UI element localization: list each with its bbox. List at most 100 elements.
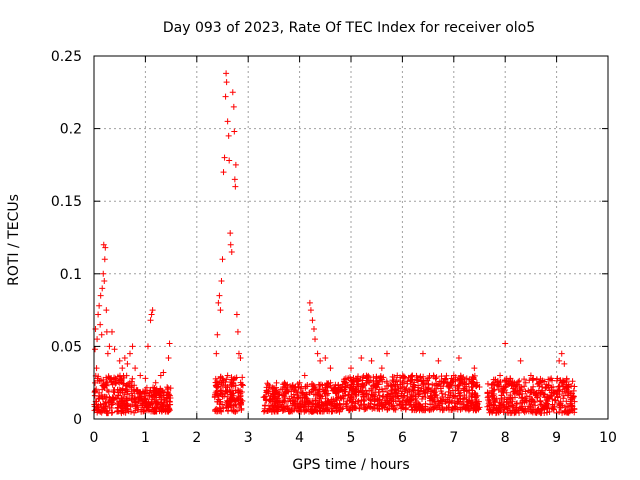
chart-title: Day 093 of 2023, Rate Of TEC Index for r…	[163, 20, 535, 36]
data-point	[334, 407, 341, 414]
data-point	[486, 397, 493, 404]
data-point	[232, 161, 239, 168]
data-point	[92, 387, 99, 394]
data-point	[341, 388, 348, 395]
data-point	[160, 369, 167, 376]
data-point	[507, 399, 514, 406]
data-point	[435, 357, 442, 364]
data-point	[355, 377, 362, 384]
data-point	[459, 396, 466, 403]
data-point	[92, 346, 99, 353]
data-point	[421, 390, 428, 397]
data-point	[490, 407, 497, 414]
data-point	[401, 392, 408, 399]
data-point	[536, 409, 543, 416]
data-point	[111, 346, 118, 353]
data-point	[100, 241, 107, 248]
data-point	[167, 401, 174, 408]
data-point	[503, 389, 510, 396]
data-point	[472, 394, 479, 401]
data-point	[220, 169, 227, 176]
data-point	[100, 383, 107, 390]
data-point	[389, 377, 396, 384]
data-point	[129, 392, 136, 399]
data-point	[548, 386, 555, 393]
data-point	[317, 404, 324, 411]
data-point	[283, 387, 290, 394]
data-point	[534, 394, 541, 401]
data-point	[224, 372, 231, 379]
data-point	[276, 389, 283, 396]
data-point	[522, 379, 529, 386]
data-point	[486, 406, 493, 413]
data-point	[128, 408, 135, 415]
data-point	[490, 387, 497, 394]
data-point	[519, 399, 526, 406]
data-point	[239, 374, 246, 381]
data-point	[324, 408, 331, 415]
data-point	[151, 407, 158, 414]
data-point	[219, 256, 226, 263]
data-point	[140, 408, 147, 415]
data-point	[323, 402, 330, 409]
data-point	[455, 355, 462, 362]
data-point	[368, 397, 375, 404]
data-point	[219, 382, 226, 389]
data-point	[148, 311, 155, 318]
data-point	[97, 292, 104, 299]
data-point	[440, 379, 447, 386]
data-point	[456, 377, 463, 384]
data-point	[279, 392, 286, 399]
data-point	[224, 388, 231, 395]
data-point	[416, 391, 423, 398]
data-point	[551, 403, 558, 410]
data-point	[452, 387, 459, 394]
data-point	[129, 397, 136, 404]
data-point	[511, 390, 518, 397]
data-point	[373, 384, 380, 391]
data-point	[378, 399, 385, 406]
data-point	[382, 401, 389, 408]
data-point	[227, 379, 234, 386]
data-point	[120, 380, 127, 387]
data-point	[144, 343, 151, 350]
data-point	[351, 404, 358, 411]
data-point	[123, 400, 130, 407]
data-point	[269, 388, 276, 395]
data-point	[267, 396, 274, 403]
data-point	[104, 350, 111, 357]
data-point	[289, 381, 296, 388]
data-point	[288, 407, 295, 414]
data-point	[489, 394, 496, 401]
data-point	[378, 365, 385, 372]
data-point	[528, 389, 535, 396]
data-point	[165, 355, 172, 362]
data-point	[151, 387, 158, 394]
data-point	[93, 398, 100, 405]
data-point	[164, 384, 171, 391]
data-point	[524, 405, 531, 412]
data-point	[356, 405, 363, 412]
data-point	[375, 389, 382, 396]
y-tick-label: 0.25	[51, 49, 82, 65]
data-point	[437, 398, 444, 405]
data-point	[408, 377, 415, 384]
data-point	[512, 384, 519, 391]
data-point	[226, 157, 233, 164]
data-point	[95, 311, 102, 318]
data-point	[214, 384, 221, 391]
data-point	[106, 404, 113, 411]
data-point	[455, 387, 462, 394]
data-point	[498, 383, 505, 390]
data-point	[432, 375, 439, 382]
data-point	[541, 410, 548, 417]
data-point	[216, 398, 223, 405]
data-point	[433, 380, 440, 387]
data-point	[211, 394, 218, 401]
data-point	[348, 377, 355, 384]
data-point	[150, 408, 157, 415]
data-point	[558, 379, 565, 386]
data-point	[229, 89, 236, 96]
data-point	[464, 402, 471, 409]
data-point	[329, 408, 336, 415]
